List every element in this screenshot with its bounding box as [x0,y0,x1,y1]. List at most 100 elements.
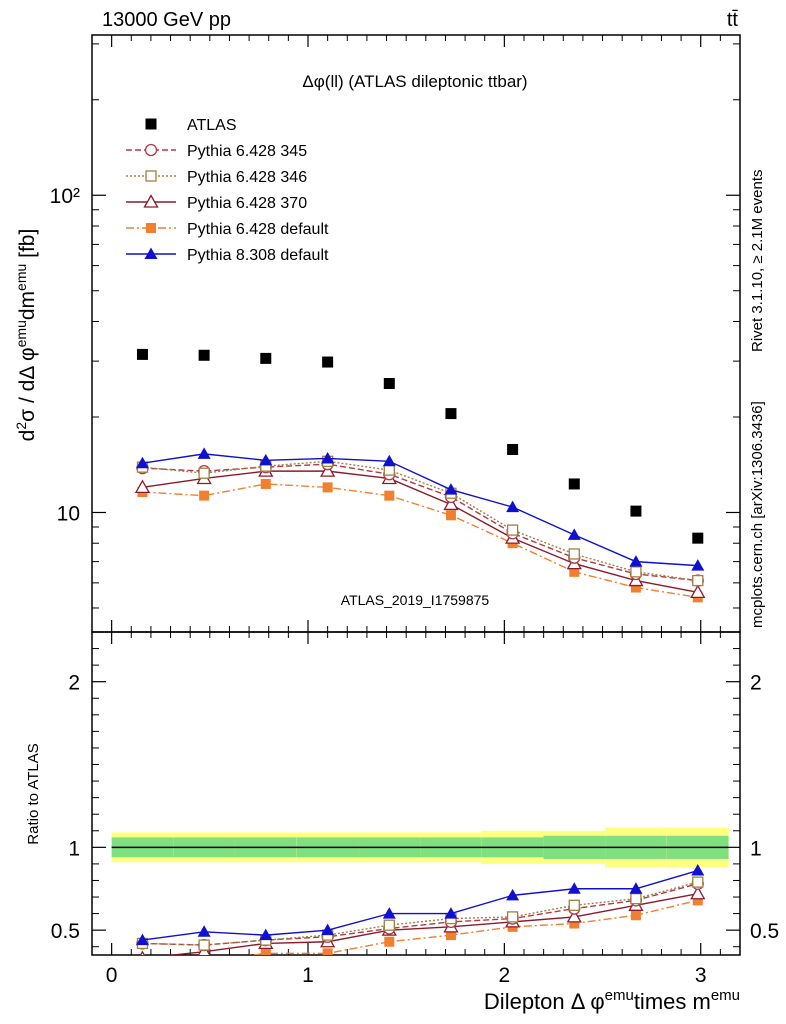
ratio-series-point [566,909,582,923]
series-point [629,555,643,567]
series-point [260,478,271,489]
ratio-series-point [445,930,456,941]
series-point [198,467,210,479]
legend-item: Pythia 6.428 370 [126,194,307,212]
series-pythia-6-428-default [137,478,703,603]
ratio-series-line [248,899,698,955]
legend-item: Pythia 6.428 345 [126,143,307,160]
series-point [692,574,704,587]
ratio-series-point [384,936,395,947]
ratio-series-point [629,882,643,894]
series-point [135,456,149,469]
series-point [690,584,706,599]
header-right: tt̄ [727,9,739,31]
side-labels: Rivet 3.1.10, ≥ 2.1M events mcplots.cern… [749,170,766,629]
series-point [506,524,519,536]
data-point [507,443,519,455]
ratio-series-point [690,885,706,900]
ratio-series-point [199,957,209,967]
data-point [383,378,395,390]
series-line [142,470,698,594]
legend-swatch-marker [145,118,157,130]
data-point [630,505,642,517]
ratio-tick-label: 0.5 [51,920,80,943]
series-point [382,454,396,467]
ratio-series-pythia-8-308-default [135,864,705,946]
ratio-series-point [197,925,211,937]
ratio-series-point [139,950,146,955]
ratio-series-point [137,958,147,968]
ratio-series-point [506,911,519,923]
legend-item: ATLAS [145,117,237,134]
series-point [506,500,520,513]
ratio-series-pythia-6-428-370 [139,885,706,955]
ratio-series-point [321,923,335,936]
legend-swatch-marker [144,247,158,259]
series-point [321,451,335,464]
series-point [383,464,395,476]
ratio-series-point [630,910,641,921]
ratio-series-line [142,869,698,941]
ratio-series-point [630,893,642,905]
x-tick-label: 0 [106,964,118,987]
legend-swatch-marker [145,170,157,182]
series-point [445,510,456,521]
ratio-tick-label-right: 0.5 [750,920,779,943]
data-point [260,352,272,364]
ratio-series-point [567,882,581,894]
series-pythia-8-308-default [135,447,705,571]
series-point [199,490,210,501]
series-point [259,453,273,466]
legend-item: Pythia 6.428 default [126,221,329,238]
ratio-series-point [198,939,210,951]
ratio-series-point [691,864,705,876]
series-point [691,559,705,571]
data-point [198,349,210,361]
main-y-axis-label: d2σ / dΔ φemudmemu [fb] [13,229,39,442]
series-point [320,463,336,477]
ratio-series-point [260,948,271,955]
ratio-series-pythia-6-428-default [137,895,703,968]
series-atlas-data [136,348,704,544]
ratio-series-line [166,893,698,955]
x-tick-label: 2 [499,964,511,987]
series-point [384,490,395,501]
data-point [692,532,704,544]
y-tick-label: 10² [50,185,80,208]
ratio-series-point [568,899,580,911]
ratio-tick-label-right: 2 [750,672,762,695]
ratio-series-point [135,933,149,946]
legend: ATLAS Pythia 6.428 345 Pythia 6.428 346 Pyt… [126,117,329,264]
series-point [569,566,580,577]
legend-label: Pythia 6.428 345 [187,143,307,160]
data-point [136,348,148,360]
data-point [322,356,334,368]
series-point [630,566,642,578]
rivet-label: Rivet 3.1.10, ≥ 2.1M events [749,170,766,353]
ratio-series-point [322,948,333,955]
ratio-series-point [506,888,520,901]
data-point [568,478,580,490]
series-point [322,482,333,493]
series-pythia-6-428-370 [134,463,706,599]
mcplots-label: mcplots.cern.ch [arXiv:1306.3436] [749,401,766,628]
y-tick-label: 10 [57,502,80,525]
ratio-series-point [383,919,395,931]
series-line [142,483,698,599]
ylabel-text: d2σ / dΔ φemudmemu [fb] [13,229,39,442]
legend-label: Pythia 8.308 default [187,247,329,264]
series-point [568,548,580,560]
series-point [444,483,458,495]
ratio-tick-label: 2 [68,672,80,695]
data-point [445,408,457,420]
ratio-series-point [444,907,458,919]
ratio-series-point [569,918,580,929]
legend-label: Pythia 6.428 370 [187,195,307,212]
ratio-frame [91,631,741,956]
x-tick-label: 1 [302,964,314,987]
legend-item: Pythia 6.428 346 [126,169,307,186]
ratio-tick-label-right: 1 [750,837,762,860]
ratio-series-point [692,876,704,888]
series-line [142,460,698,582]
